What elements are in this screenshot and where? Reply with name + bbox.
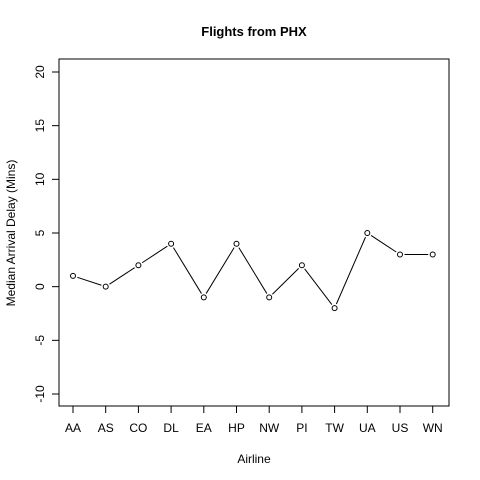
data-point (70, 272, 76, 279)
data-point (397, 251, 403, 258)
y-axis: -10 -5 0 5 10 15 20 (33, 65, 60, 403)
data-point (135, 262, 142, 269)
x-tick-label: UA (359, 421, 376, 435)
series-layer (70, 230, 436, 312)
series-segment (335, 236, 366, 305)
series-segment (272, 268, 300, 295)
x-tick-label: WN (423, 421, 443, 435)
data-point (233, 240, 240, 247)
x-tick-label: AS (98, 421, 114, 435)
data-point (429, 251, 436, 258)
series-segment (109, 267, 135, 285)
data-point (266, 294, 273, 301)
y-tick-label: -5 (33, 335, 47, 346)
x-tick-label: TW (325, 421, 344, 435)
x-tick-label: HP (228, 421, 245, 435)
series-segment (173, 247, 202, 294)
chart-title: Flights from PHX (201, 24, 307, 39)
series-segment (370, 235, 397, 253)
data-point (102, 283, 109, 290)
y-tick-label: 10 (33, 172, 47, 186)
y-tick-label: 20 (33, 65, 47, 79)
x-tick-label: NW (259, 421, 280, 435)
x-tick-label: PI (296, 421, 307, 435)
y-tick-label: 15 (33, 119, 47, 133)
data-point (200, 294, 207, 301)
y-axis-label: Median Arrival Delay (Mins) (4, 160, 18, 307)
data-point (364, 230, 371, 236)
x-tick-label: CO (129, 421, 147, 435)
x-axis: AA AS CO DL EA HP NW PI TW UA US WN (65, 405, 443, 435)
y-tick-label: -10 (33, 385, 47, 403)
series-segment (205, 247, 235, 294)
x-tick-label: US (392, 421, 409, 435)
data-point (331, 305, 338, 312)
data-point (168, 240, 175, 247)
series-segment (141, 245, 168, 264)
x-axis-label: Airline (237, 452, 271, 466)
series-segment (304, 268, 333, 305)
x-tick-label: AA (65, 421, 81, 435)
x-tick-label: DL (163, 421, 179, 435)
data-point (298, 262, 305, 269)
y-tick-label: 0 (33, 283, 47, 290)
series-segment (238, 247, 268, 294)
series-segment (77, 276, 102, 286)
y-tick-label: 5 (33, 229, 47, 236)
x-tick-label: EA (196, 421, 212, 435)
